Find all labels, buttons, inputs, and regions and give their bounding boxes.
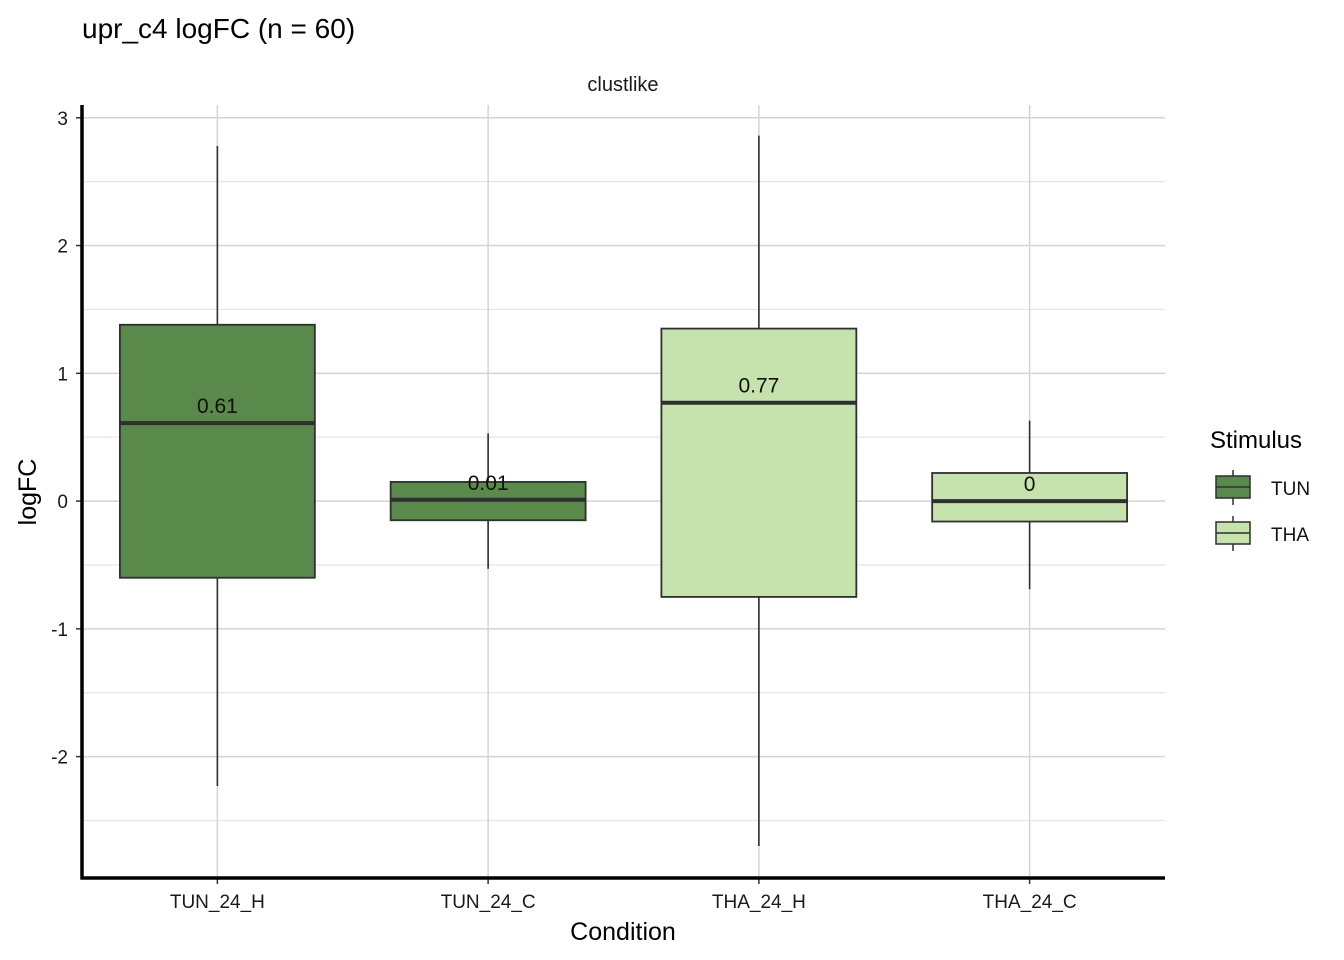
legend-label-tun: TUN xyxy=(1271,479,1310,500)
median-label: 0.77 xyxy=(738,375,779,398)
box-tun-24-h xyxy=(119,323,316,579)
y-tick-label: -1 xyxy=(51,620,68,641)
y-tick-label: 2 xyxy=(57,237,68,258)
facet-strip-label: clustlike xyxy=(587,74,658,96)
legend-label-tha: THA xyxy=(1271,525,1309,546)
median-label: 0.61 xyxy=(197,395,238,418)
axes: -2 -1 0 1 2 3 TUN_24_H TUN_24_C THA_24_H THA_24_C xyxy=(51,105,1165,913)
box-tha-24-c xyxy=(931,472,1128,523)
x-tick-label: THA_24_C xyxy=(983,892,1077,913)
boxes: 0.61 0.01 0.77 0 xyxy=(119,135,1128,847)
y-tick-label: 0 xyxy=(57,492,68,513)
y-axis-label: logFC xyxy=(14,459,42,526)
x-tick-label: TUN_24_H xyxy=(170,892,265,913)
y-tick-label: 3 xyxy=(57,109,68,130)
median-label: 0.01 xyxy=(468,472,509,495)
x-tick-label: TUN_24_C xyxy=(441,892,536,913)
chart-title: upr_c4 logFC (n = 60) xyxy=(82,13,355,44)
box-tha-24-h xyxy=(660,327,858,598)
x-axis-label: Condition xyxy=(570,918,676,946)
legend: Stimulus TUN THA xyxy=(1210,427,1310,551)
legend-title: Stimulus xyxy=(1210,427,1302,454)
y-tick-label: -2 xyxy=(51,748,68,769)
x-tick-label: THA_24_H xyxy=(712,892,806,913)
y-tick-label: 1 xyxy=(57,364,68,385)
median-label: 0 xyxy=(1024,473,1036,496)
